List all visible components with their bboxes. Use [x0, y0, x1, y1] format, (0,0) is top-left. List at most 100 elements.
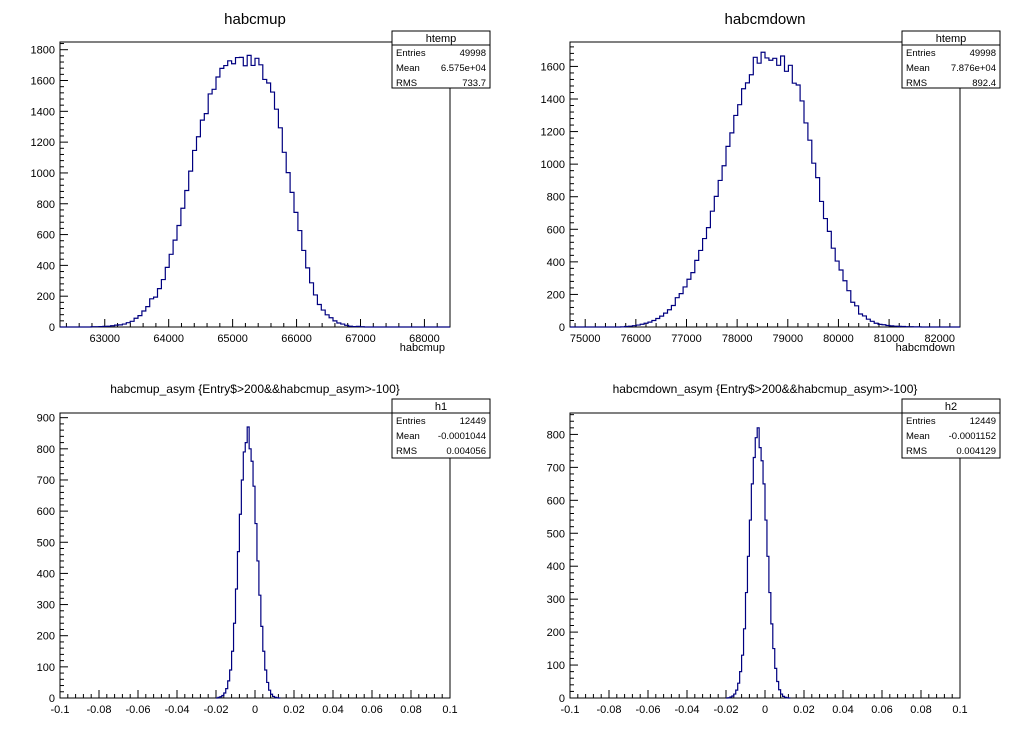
stats-value: 892.4	[972, 78, 996, 89]
stats-value: -0.0001044	[438, 431, 486, 442]
x-tick-label: 80000	[823, 333, 854, 345]
y-tick-label: 800	[37, 199, 55, 211]
histogram-bin	[781, 56, 785, 327]
histogram-bin	[785, 71, 789, 327]
y-tick-label: 600	[37, 230, 55, 242]
y-tick-label: 1600	[541, 61, 565, 73]
histogram-bin	[761, 461, 763, 698]
x-tick-label: 0.02	[793, 704, 814, 716]
y-tick-label: 800	[547, 192, 565, 204]
y-tick-label: 900	[37, 413, 55, 425]
histogram-bin	[835, 261, 839, 327]
histogram-bin	[761, 52, 765, 327]
histogram-bin	[245, 443, 247, 698]
histogram-bin	[208, 94, 212, 327]
y-tick-label: 200	[547, 289, 565, 301]
histogram-bin	[726, 146, 730, 327]
histogram-panel-3: habcmup_asym {Entry$>200&&habcmup_asym>-…	[37, 382, 491, 716]
stats-label: Entries	[396, 416, 426, 427]
x-tick-label: -0.06	[125, 704, 150, 716]
x-tick-label: 81000	[874, 333, 905, 345]
histogram-bin	[232, 64, 236, 327]
stats-box-frame	[391, 30, 491, 89]
stats-value: 733.7	[462, 78, 486, 89]
y-tick-label: 300	[547, 594, 565, 606]
histogram-bin	[275, 109, 279, 327]
histogram-bin	[224, 66, 228, 327]
histogram-bin	[742, 89, 746, 327]
histogram-bin	[193, 150, 197, 327]
y-tick-label: 1000	[541, 159, 565, 171]
histogram-bin	[714, 196, 718, 327]
chart-title: habcmup	[224, 11, 286, 28]
stats-value: 7.876e+04	[951, 63, 996, 74]
stats-label: RMS	[396, 78, 417, 89]
x-tick-label: 77000	[671, 333, 702, 345]
y-tick-label: 1400	[31, 106, 55, 118]
histogram-bin	[154, 297, 158, 327]
y-tick-label: 400	[37, 568, 55, 580]
histogram-bin	[773, 58, 777, 327]
histogram-bin	[808, 140, 812, 327]
histogram-bin	[788, 65, 792, 327]
histogram-bin	[800, 101, 804, 327]
stats-label: Mean	[396, 63, 420, 74]
stats-label: Mean	[396, 431, 420, 442]
x-tick-label: 64000	[153, 333, 184, 345]
histogram-bin	[812, 163, 816, 327]
x-tick-label: -0.1	[561, 704, 580, 716]
stats-box-name: h2	[945, 401, 957, 413]
histogram-bin	[243, 66, 247, 327]
histogram-panel-2: habcmdown 75000 76000 77000 78000 79000 80000 8…	[541, 11, 1001, 354]
stats-box-name: htemp	[426, 33, 457, 45]
y-tick-label: 700	[547, 462, 565, 474]
y-tick-label: 400	[547, 561, 565, 573]
histogram-bin	[753, 457, 755, 698]
x-tick-label: 68000	[409, 333, 440, 345]
x-tick-label: -0.04	[164, 704, 189, 716]
x-tick-label: 65000	[217, 333, 248, 345]
x-axis-label: habcmup	[400, 342, 445, 354]
histogram-bin	[259, 65, 263, 327]
x-tick-label: 0.08	[400, 704, 421, 716]
plot-frame	[59, 41, 451, 328]
histogram-bin	[216, 77, 220, 327]
y-tick-label: 500	[547, 528, 565, 540]
plot-frame	[569, 41, 961, 328]
x-tick-label: 0.04	[832, 704, 853, 716]
x-tick-label: 0.02	[283, 704, 304, 716]
x-tick-label: -0.06	[635, 704, 660, 716]
x-tick-label: 79000	[772, 333, 803, 345]
stats-label: RMS	[396, 446, 417, 457]
histogram-bin	[707, 228, 711, 327]
y-tick-label: 300	[37, 600, 55, 612]
y-tick-label: 600	[547, 224, 565, 236]
histogram-line	[60, 54, 450, 328]
stats-label: Entries	[906, 48, 936, 59]
histogram-bin	[185, 191, 189, 327]
histogram-bin	[282, 152, 286, 327]
histogram-bin	[792, 83, 796, 327]
y-tick-label: 600	[547, 495, 565, 507]
y-tick-label: 800	[547, 429, 565, 441]
y-tick-label: 1200	[541, 127, 565, 139]
histogram-bin	[247, 427, 249, 698]
histogram-panel-4: habcmdown_asym {Entry$>200&&habcmup_asym…	[547, 382, 1001, 716]
histogram-line	[726, 427, 791, 699]
histogram-bin	[718, 180, 722, 327]
stats-box-name: h1	[435, 401, 447, 413]
histogram-bin	[251, 461, 253, 698]
stats-value: 12449	[460, 416, 486, 427]
y-tick-label: 1800	[31, 45, 55, 57]
y-tick-label: 1000	[31, 168, 55, 180]
stats-value: 49998	[970, 48, 996, 59]
y-tick-label: 200	[547, 627, 565, 639]
histogram-bin	[239, 57, 243, 327]
histogram-bin	[824, 219, 828, 327]
histogram-bin	[710, 211, 714, 327]
stats-value: 6.575e+04	[441, 63, 486, 74]
x-tick-label: 0.1	[952, 704, 967, 716]
x-tick-label: -0.04	[674, 704, 699, 716]
histogram-bin	[757, 428, 759, 698]
